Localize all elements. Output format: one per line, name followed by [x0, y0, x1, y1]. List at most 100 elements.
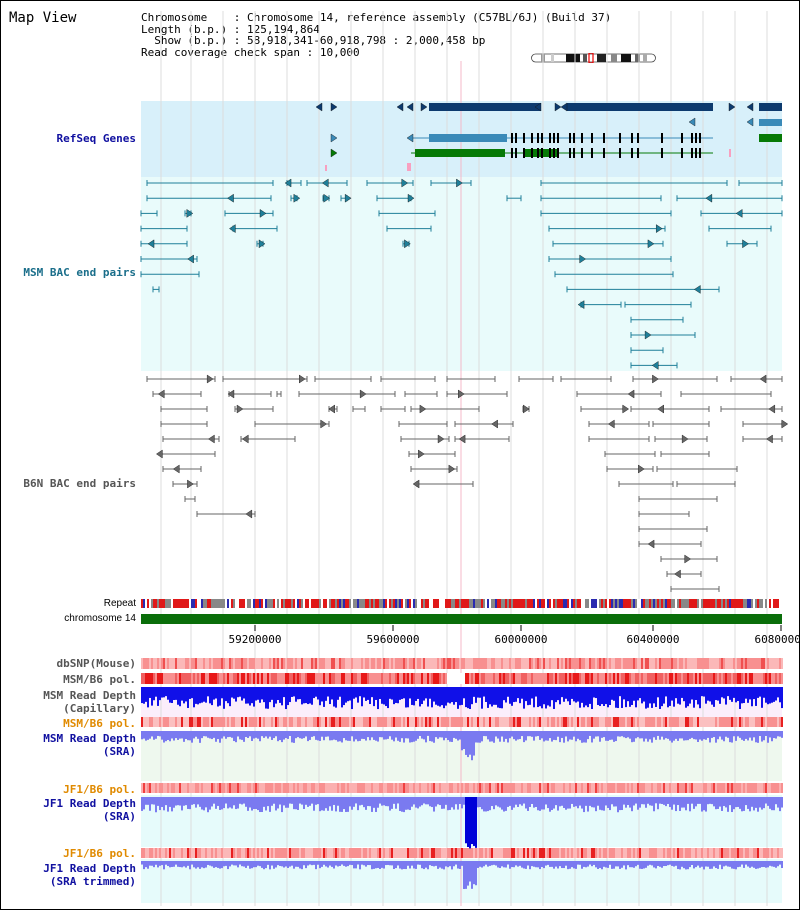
msm-sra-depth-bar	[473, 731, 475, 756]
jf1-trim-depth-bar	[219, 861, 221, 869]
msm-b6-pol2-strip	[507, 717, 509, 727]
jf1-b6-pol2-strip	[271, 848, 273, 858]
msm-b6-pol2-strip	[277, 717, 279, 727]
dbsnp-strip	[475, 658, 477, 669]
jf1-b6-pol2-strip	[725, 848, 727, 858]
track-label-msm-b6-pol-1[interactable]: MSM/B6 pol.	[63, 673, 136, 686]
msm-capillary-depth-bar	[515, 687, 517, 702]
msm-b6-pol2-strip	[667, 717, 669, 727]
jf1-b6-pol2-strip	[369, 848, 371, 858]
repeat-element	[655, 599, 657, 608]
track-label-b6n-bac[interactable]: B6N BAC end pairs	[23, 477, 136, 490]
msm-sra-depth-bar	[687, 731, 689, 741]
jf1-trim-depth-bar	[593, 861, 595, 865]
jf1-trim-depth-bar	[207, 861, 209, 865]
jf1-sra-depth-bar	[681, 797, 683, 808]
jf1-b6-pol-strip	[265, 783, 267, 793]
msm-sra-depth-bar	[611, 731, 613, 740]
jf1-sra-depth-bar	[511, 797, 513, 810]
jf1-b6-pol-strip	[687, 783, 689, 793]
msm-sra-depth-bar	[637, 731, 639, 738]
jf1-b6-pol-strip	[661, 783, 663, 793]
repeat-element	[781, 599, 783, 608]
msm-b6-pol-strip	[543, 673, 545, 684]
jf1-trim-depth-bar	[495, 861, 497, 866]
track-label-jf1-depth-trimmed[interactable]: JF1 Read Depth (SRA trimmed)	[11, 862, 136, 888]
msm-sra-depth-bar	[567, 731, 569, 742]
jf1-b6-pol-strip	[371, 783, 373, 793]
msm-sra-depth-bar	[233, 731, 235, 742]
track-label-jf1-b6-pol-1[interactable]: JF1/B6 pol.	[63, 783, 136, 796]
msm-b6-pol2-strip	[571, 717, 573, 727]
repeat-element	[149, 599, 151, 608]
msm-sra-depth-bar	[627, 731, 629, 738]
dbsnp-strip	[319, 658, 321, 669]
jf1-sra-depth-bar	[257, 797, 259, 811]
msm-sra-depth-bar	[541, 731, 543, 739]
msm-capillary-depth-bar	[497, 687, 499, 708]
msm-sra-depth-bar	[619, 731, 621, 737]
jf1-trim-depth-bar	[503, 861, 505, 868]
jf1-b6-pol-strip	[199, 783, 201, 793]
msm-capillary-depth-bar	[355, 687, 357, 698]
gene-exon-block	[759, 103, 782, 111]
jf1-b6-pol-strip	[393, 783, 395, 793]
track-label-msm-depth-sra[interactable]: MSM Read Depth (SRA)	[11, 732, 136, 758]
jf1-b6-pol-strip	[499, 783, 501, 793]
jf1-sra-depth-bar	[353, 797, 355, 807]
track-label-msm-bac[interactable]: MSM BAC end pairs	[23, 266, 136, 279]
jf1-b6-pol-strip	[431, 783, 433, 793]
track-label-jf1-depth-sra[interactable]: JF1 Read Depth (SRA)	[11, 797, 136, 823]
track-label-dbsnp[interactable]: dbSNP(Mouse)	[56, 657, 136, 670]
repeat-element	[353, 599, 355, 608]
msm-b6-pol-strip	[167, 673, 169, 684]
jf1-sra-depth-bar	[153, 797, 155, 805]
msm-sra-depth-bar	[201, 731, 203, 739]
msm-sra-depth-bar	[757, 731, 759, 743]
exon-tick	[537, 133, 539, 143]
dbsnp-strip	[695, 658, 697, 669]
jf1-trim-depth-bar	[771, 861, 773, 867]
jf1-b6-pol-strip	[187, 783, 189, 793]
jf1-sra-depth-bar	[655, 797, 657, 804]
msm-sra-depth-bar	[579, 731, 581, 741]
track-label-refseq[interactable]: RefSeq Genes	[56, 132, 136, 145]
msm-sra-depth-bar	[299, 731, 301, 739]
exon-tick	[523, 148, 525, 158]
msm-capillary-depth-bar	[463, 687, 465, 699]
msm-b6-pol2-strip	[711, 717, 713, 727]
track-label-jf1-b6-pol-2[interactable]: JF1/B6 pol.	[63, 847, 136, 860]
msm-b6-pol2-strip	[357, 717, 359, 727]
msm-sra-depth-bar	[649, 731, 651, 740]
msm-b6-pol2-strip	[439, 717, 441, 727]
jf1-b6-pol-strip	[533, 783, 535, 793]
jf1-trim-depth-bar	[737, 861, 739, 868]
jf1-b6-pol2-strip	[359, 848, 361, 858]
jf1-b6-pol-strip	[631, 783, 633, 793]
dbsnp-strip	[621, 658, 623, 669]
jf1-trim-depth-bar	[687, 861, 689, 870]
jf1-b6-pol2-strip	[623, 848, 625, 858]
msm-capillary-depth-bar	[191, 687, 193, 699]
jf1-sra-depth-bar	[425, 797, 427, 805]
bac-end-arrow	[681, 434, 689, 444]
jf1-b6-pol-strip	[419, 783, 421, 793]
jf1-b6-pol-strip	[725, 783, 727, 793]
track-label-msm-b6-pol-2[interactable]: MSM/B6 pol.	[63, 717, 136, 730]
jf1-trim-depth-bar	[475, 861, 477, 886]
msm-b6-pol2-strip	[661, 717, 663, 727]
jf1-b6-pol-strip	[695, 783, 697, 793]
jf1-b6-pol-strip	[565, 783, 567, 793]
msm-b6-pol-strip	[533, 673, 535, 684]
jf1-b6-pol2-strip	[251, 848, 253, 858]
axis-tick-label: 59600000	[367, 633, 420, 646]
track-label-msm-depth-capillary[interactable]: MSM Read Depth (Capillary)	[11, 689, 136, 715]
jf1-b6-pol-strip	[543, 783, 545, 793]
msm-b6-pol2-strip	[205, 717, 207, 727]
jf1-sra-depth-bar	[669, 797, 671, 808]
msm-b6-pol-strip	[293, 673, 295, 684]
msm-b6-pol2-strip	[159, 717, 161, 727]
jf1-sra-depth-bar	[703, 797, 705, 811]
msm-b6-pol2-strip	[493, 717, 495, 727]
